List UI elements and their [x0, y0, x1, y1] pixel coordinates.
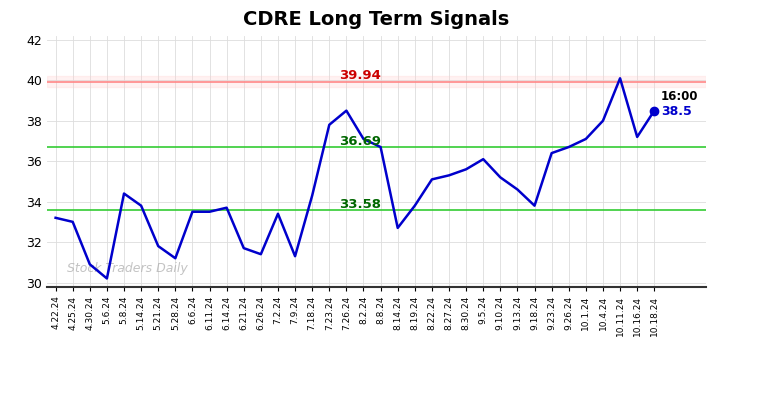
Bar — [47, 76, 706, 87]
Text: Stock Traders Daily: Stock Traders Daily — [67, 261, 187, 275]
Text: 33.58: 33.58 — [339, 198, 381, 211]
Text: 36.69: 36.69 — [339, 135, 381, 148]
Text: 39.94: 39.94 — [339, 69, 381, 82]
Text: 16:00: 16:00 — [661, 90, 699, 103]
Text: 38.5: 38.5 — [661, 105, 691, 118]
Title: CDRE Long Term Signals: CDRE Long Term Signals — [243, 10, 510, 29]
